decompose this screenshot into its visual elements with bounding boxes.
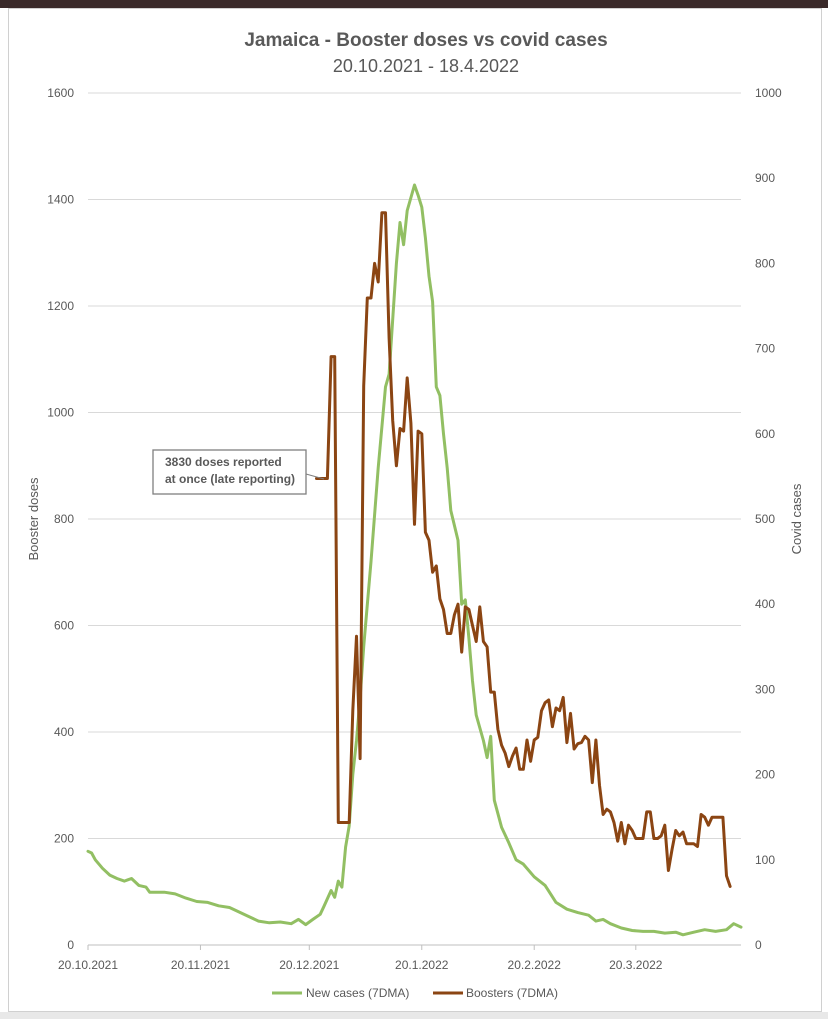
x-tick-label: 20.3.2022	[609, 958, 663, 972]
y-right-tick-label: 300	[755, 682, 775, 696]
x-tick-label: 20.2.2022	[508, 958, 562, 972]
y-right-tick-label: 1000	[755, 86, 782, 100]
x-tick-label: 20.10.2021	[58, 958, 118, 972]
annotation-line-1: 3830 doses reported	[165, 455, 282, 469]
y-axis-right-title: Covid cases	[789, 483, 804, 554]
chart-title: Jamaica - Booster doses vs covid cases	[244, 30, 607, 51]
annotation-line-2: at once (late reporting)	[165, 472, 295, 486]
series-line-new-cases	[86, 183, 743, 937]
annotation-box	[152, 449, 307, 495]
legend-label-new-cases: New cases (7DMA)	[306, 986, 409, 1000]
y-left-tick-label: 1400	[47, 193, 74, 207]
window-top-bar	[0, 0, 828, 8]
y-right-tick-label: 400	[755, 597, 775, 611]
y-axis-left-title: Booster doses	[26, 477, 41, 561]
x-tick-label: 20.11.2021	[171, 958, 230, 972]
series-line-boosters	[315, 211, 732, 888]
y-right-tick-label: 700	[755, 342, 775, 356]
y-right-tick-label: 900	[755, 171, 775, 185]
y-left-tick-label: 1000	[47, 406, 74, 420]
x-tick-label: 20.1.2022	[395, 958, 449, 972]
y-right-tick-label: 0	[755, 938, 762, 952]
bottom-strip	[0, 1012, 828, 1019]
y-left-tick-label: 400	[54, 725, 74, 739]
y-left-tick-label: 0	[67, 938, 74, 952]
chart-subtitle: 20.10.2021 - 18.4.2022	[333, 56, 519, 76]
y-right-tick-label: 600	[755, 427, 775, 441]
legend-label-boosters: Boosters (7DMA)	[466, 986, 558, 1000]
y-left-tick-label: 600	[54, 619, 74, 633]
y-right-tick-label: 800	[755, 256, 775, 270]
annotation-leader-line	[305, 473, 325, 480]
y-right-tick-label: 500	[755, 512, 775, 526]
y-left-tick-label: 1200	[47, 299, 74, 313]
y-left-tick-label: 800	[54, 512, 74, 526]
y-right-tick-label: 100	[755, 853, 775, 867]
y-right-tick-label: 200	[755, 768, 775, 782]
y-left-tick-label: 1600	[47, 86, 74, 100]
x-tick-label: 20.12.2021	[279, 958, 339, 972]
y-left-tick-label: 200	[54, 832, 74, 846]
